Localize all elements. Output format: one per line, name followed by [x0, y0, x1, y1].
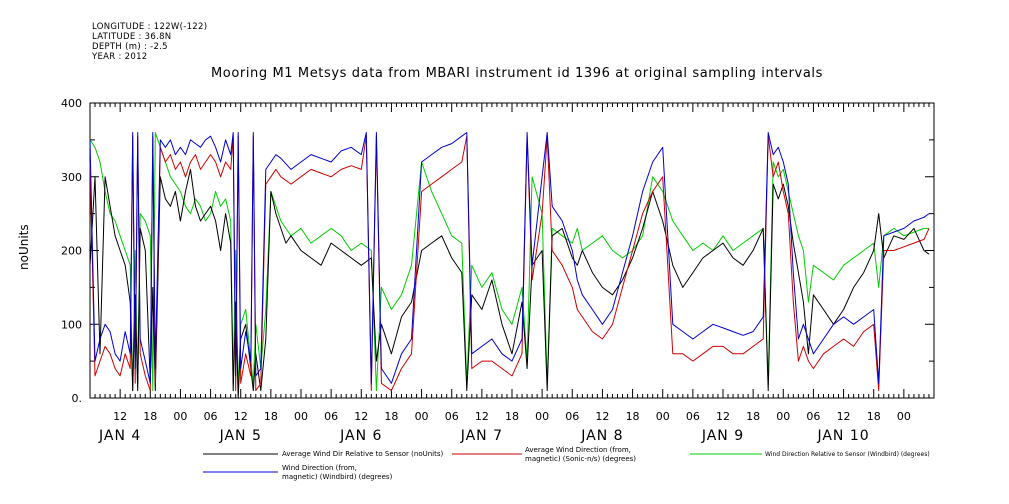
- x-tick-label: 00: [294, 410, 308, 423]
- series-line-2: [89, 135, 930, 392]
- legend-label-1: Average Wind Dir Relative to Sensor (noU…: [282, 450, 443, 458]
- x-day-label: JAN 7: [460, 428, 503, 444]
- x-day-label: JAN 9: [701, 428, 744, 444]
- x-tick-label: 06: [204, 410, 218, 423]
- x-tick-label: 06: [806, 410, 820, 423]
- x-tick-label: 00: [776, 410, 790, 423]
- y-tick-label: 300: [61, 171, 82, 184]
- x-tick-label: 18: [143, 410, 157, 423]
- x-tick-label: 18: [626, 410, 640, 423]
- x-tick-label: 00: [897, 410, 911, 423]
- longitude-text: LONGITUDE : 122W(-122): [92, 22, 208, 32]
- x-tick-label: 18: [867, 410, 881, 423]
- legend-label-3: Wind Direction Relative to Sensor (Windb…: [765, 451, 930, 458]
- x-tick-label: 18: [505, 410, 519, 423]
- x-day-label: JAN 5: [219, 428, 262, 444]
- y-tick-label: 100: [61, 318, 82, 331]
- legend-label-4: magnetic) (Windbird) (degrees): [282, 473, 393, 481]
- x-tick-label: 12: [837, 410, 851, 423]
- x-tick-label: 12: [716, 410, 730, 423]
- x-tick-label: 12: [475, 410, 489, 423]
- x-day-label: JAN 6: [339, 428, 382, 444]
- chart-title: Mooring M1 Metsys data from MBARI instru…: [210, 66, 824, 81]
- y-tick-label: 400: [61, 97, 82, 110]
- x-tick-label: 12: [234, 410, 248, 423]
- legend-label-4: Wind Direction (from,: [282, 464, 357, 472]
- legend-label-2: Average Wind Direction (from,: [525, 446, 631, 454]
- x-tick-label: 06: [445, 410, 459, 423]
- x-tick-label: 06: [324, 410, 338, 423]
- latitude-text: LATITUDE : 36.8N: [92, 32, 172, 42]
- x-day-label: JAN 10: [816, 428, 869, 444]
- x-tick-label: 00: [535, 410, 549, 423]
- year-text: YEAR : 2012: [92, 52, 148, 62]
- x-axis: 12 18 00 06 12 18 00 06 12 18 00 06 12 18 00 06 12 18 00 06…: [89, 103, 935, 444]
- x-tick-label: 18: [384, 410, 398, 423]
- legend-label-2: magnetic) (Sonic-n/s) (degrees): [525, 455, 636, 463]
- series-line-4: [89, 132, 930, 384]
- metadata-block: LONGITUDE : 122W(-122) LATITUDE : 36.8N …: [92, 22, 207, 62]
- x-day-label: JAN 4: [98, 428, 141, 444]
- x-tick-label: 18: [746, 410, 760, 423]
- x-tick-label: 12: [595, 410, 609, 423]
- y-axis: 0. 100 200 300 400: [61, 97, 934, 405]
- series-layer: [89, 132, 930, 399]
- x-tick-label: 00: [415, 410, 429, 423]
- x-day-label: JAN 8: [580, 428, 623, 444]
- y-tick-label: 200: [61, 245, 82, 258]
- x-tick-label: 06: [565, 410, 579, 423]
- depth-text: DEPTH (m) : -2.5: [92, 42, 168, 52]
- x-tick-label: 12: [354, 410, 368, 423]
- legend: Average Wind Dir Relative to Sensor (noU…: [203, 446, 930, 481]
- x-tick-label: 00: [656, 410, 670, 423]
- series-line-1: [89, 168, 930, 399]
- y-tick-label: 0.: [72, 392, 83, 405]
- x-tick-label: 18: [264, 410, 278, 423]
- x-tick-label: 06: [686, 410, 700, 423]
- x-tick-label: 00: [173, 410, 187, 423]
- x-tick-label: 12: [113, 410, 127, 423]
- series-line-3: [89, 132, 929, 392]
